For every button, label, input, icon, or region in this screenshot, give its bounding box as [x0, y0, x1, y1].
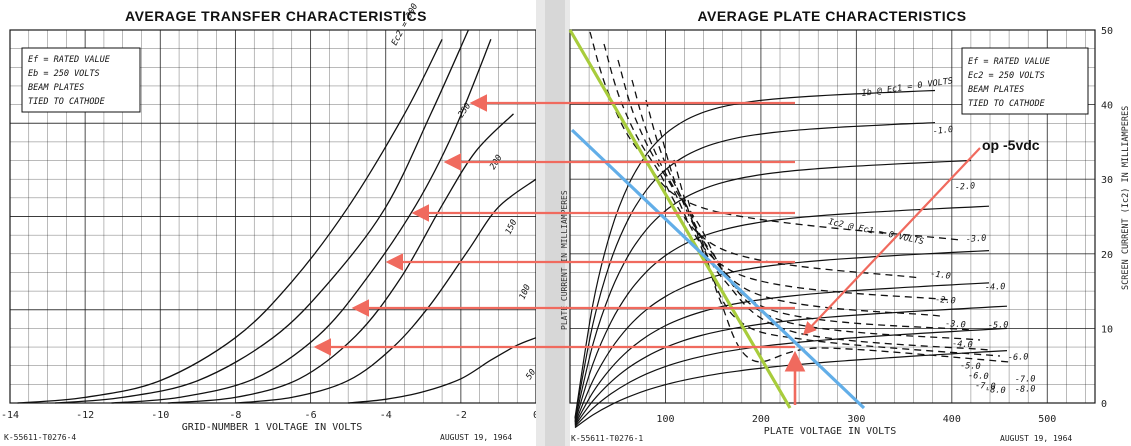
right-footer-code: K-55611-T0276-1	[571, 434, 643, 443]
right-y2-tick-label: 0	[1101, 399, 1107, 410]
plate-curve-1	[574, 122, 936, 419]
plate-curve-label-1: -1.0	[932, 125, 953, 137]
left-x-tick-label: -14	[1, 410, 19, 421]
screen-curve-label-2: -2.0	[935, 295, 956, 306]
plate-curve-label-7: -7.0	[1015, 374, 1036, 385]
screen-curve-label-4: -4.0	[952, 339, 973, 350]
page-gutter-shadow	[545, 0, 565, 446]
right-x-tick-label: 400	[943, 414, 961, 425]
left-x-tick-label: -2	[455, 410, 467, 421]
left-x-ticks: -14-12-10-8-6-4-20	[1, 410, 539, 421]
transfer-characteristics-chart: AVERAGE TRANSFER CHARACTERISTICS Ec2 = 3…	[1, 0, 551, 442]
plate-curve-3	[574, 205, 990, 423]
plate-curve-label-3: -3.0	[966, 234, 987, 245]
screen-curve-0	[589, 31, 961, 241]
annotation-arrow	[802, 147, 981, 336]
screen-curve-label-1: -1.0	[930, 269, 952, 282]
right-grid	[569, 29, 1096, 404]
plate-curve-6	[574, 305, 1008, 426]
transfer-curve-2	[111, 39, 492, 404]
left-grid	[9, 29, 537, 404]
load-line-green	[568, 29, 792, 409]
right-x-tick-label: 300	[847, 414, 865, 425]
right-y2-axis-label: SCREEN CURRENT (Ic2) IN MILLIAMPERES	[1121, 106, 1131, 290]
left-x-tick-label: -4	[380, 410, 392, 421]
plate-curve-4	[574, 250, 990, 424]
left-note-3: BEAM PLATES	[28, 83, 84, 93]
screen-curve-3	[631, 79, 941, 317]
plate-curve-5	[574, 282, 990, 425]
right-y2-tick-label: 50	[1101, 26, 1113, 37]
screen-curve-5	[659, 129, 981, 341]
right-y2-tick-label: 30	[1101, 175, 1113, 186]
plate-curve-7	[574, 327, 1008, 428]
screen-curve-6	[673, 159, 991, 351]
right-x-tick-label: 500	[1038, 414, 1056, 425]
screen-curve-label-8: -8.0	[985, 385, 1006, 396]
transfer-curve-5	[348, 337, 537, 404]
transfer-curve-1	[55, 29, 469, 404]
right-chart-title: AVERAGE PLATE CHARACTERISTICS	[697, 8, 966, 24]
right-y2-tick-label: 40	[1101, 101, 1113, 112]
left-x-tick-label: -12	[76, 410, 94, 421]
left-note-1: Ef = RATED VALUE	[28, 55, 111, 65]
left-chart-title: AVERAGE TRANSFER CHARACTERISTICS	[125, 8, 427, 24]
plate-characteristics-chart: AVERAGE PLATE CHARACTERISTICS Ib @ Ec1 =…	[560, 8, 1131, 443]
left-footer-date: AUGUST 19, 1964	[440, 433, 512, 442]
right-note-2: Ec2 = 250 VOLTS	[968, 71, 1045, 81]
right-y-axis-label: PLATE CURRENT IN MILLIAMPERES	[560, 190, 569, 330]
plate-curve-label-0: Ib @ Ec1 = 0 VOLTS	[861, 76, 954, 99]
transfer-curve-0	[17, 39, 443, 404]
left-notes-box: Ef = RATED VALUE Eb = 250 VOLTS BEAM PLA…	[21, 47, 141, 113]
screen-curve-7	[687, 199, 1001, 357]
screen-curve-label-7: -7.0	[975, 381, 996, 392]
plate-curve-label-8: -8.0	[1015, 384, 1036, 395]
left-footer-code: K-55611-T0276-4	[4, 433, 76, 442]
right-footer-date: AUGUST 19, 1964	[1000, 434, 1072, 443]
screen-curve-label-5: -5.0	[960, 361, 981, 372]
screen-curve-label-3: -3.0	[945, 319, 966, 330]
transfer-curve-label-4: 100	[518, 283, 533, 301]
right-x-tick-label: 100	[656, 414, 674, 425]
annotation-overlays	[313, 29, 981, 410]
right-x-axis-label: PLATE VOLTAGE IN VOLTS	[764, 426, 896, 437]
transfer-curve-4	[235, 178, 537, 404]
plate-curve-2	[574, 159, 972, 421]
right-x-ticks: 100 200 300 400 500	[656, 414, 1056, 425]
screen-curve-2	[617, 59, 951, 301]
left-x-tick-label: -6	[305, 410, 317, 421]
transfer-curve-label-5: 50	[524, 368, 538, 382]
left-note-4: TIED TO CATHODE	[28, 97, 106, 107]
right-curves: Ib @ Ec1 = 0 VOLTS-1.0-2.0-3.0-4.0-5.0-6…	[574, 31, 1036, 429]
right-y2-tick-label: 20	[1101, 250, 1113, 261]
plate-curve-label-2: -2.0	[954, 181, 975, 193]
right-y-ticks: 0 10 20 30 40 50	[1101, 26, 1113, 410]
screen-curve-4	[645, 99, 971, 331]
operating-point-annotation: op -5vdc	[982, 137, 1040, 153]
right-note-4: TIED TO CATHODE	[968, 99, 1046, 109]
plate-curve-label-6: -6.0	[1008, 352, 1029, 363]
left-x-tick-label: -8	[229, 410, 241, 421]
right-y2-tick-label: 10	[1101, 324, 1113, 335]
right-note-1: Ef = RATED VALUE	[968, 57, 1051, 67]
plate-curve-label-5: -5.0	[988, 320, 1009, 331]
screen-curve-label-6: -6.0	[968, 371, 989, 382]
transfer-curve-3	[167, 113, 514, 404]
right-x-tick-label: 200	[752, 414, 770, 425]
right-note-3: BEAM PLATES	[968, 85, 1024, 95]
right-notes-box: Ef = RATED VALUE Ec2 = 250 VOLTS BEAM PL…	[961, 47, 1089, 115]
left-x-tick-label: -10	[151, 410, 169, 421]
load-line-blue	[570, 128, 866, 410]
plate-curve-label-4: -4.0	[985, 282, 1006, 293]
left-note-2: Eb = 250 VOLTS	[28, 69, 100, 79]
left-x-axis-label: GRID-NUMBER 1 VOLTAGE IN VOLTS	[182, 422, 363, 433]
